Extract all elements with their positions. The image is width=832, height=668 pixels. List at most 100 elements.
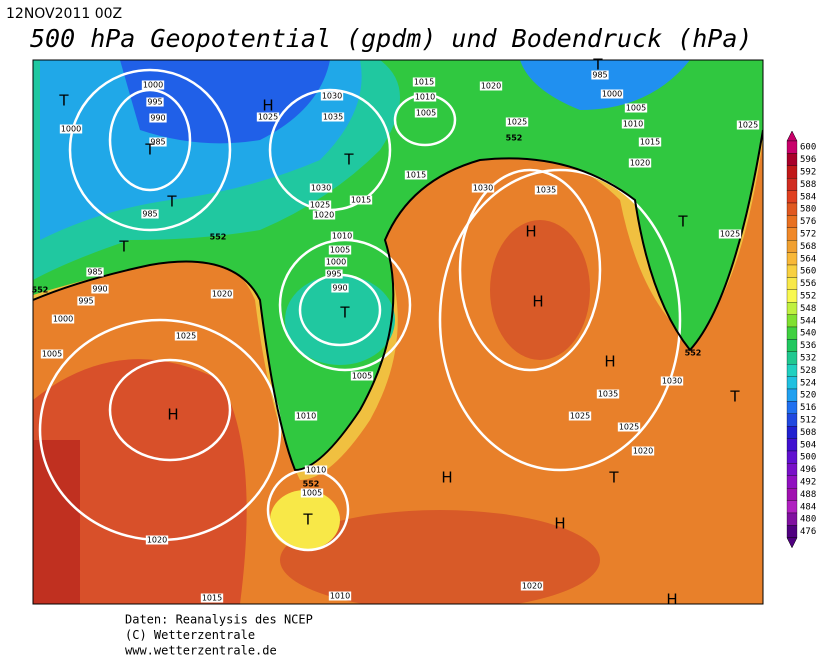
isobar-label: 1010 <box>332 232 352 241</box>
pressure-center: T <box>343 151 354 169</box>
footer-line: Daten: Reanalysis des NCEP <box>125 613 313 627</box>
legend-swatch <box>786 376 798 390</box>
isobar-label: 1025 <box>258 113 278 122</box>
label-bg <box>174 331 198 341</box>
isobar-label: 1035 <box>536 186 556 195</box>
label-bg <box>331 283 349 293</box>
isobar-label: 1000 <box>61 125 81 134</box>
label-bg <box>59 124 83 134</box>
isobar-label: 1025 <box>738 121 758 130</box>
legend-label: 580 <box>800 205 816 215</box>
isobar-label: 985 <box>142 210 157 219</box>
isobar-label: 1035 <box>323 113 343 122</box>
legend-label: 512 <box>800 416 816 426</box>
isobar-label: 1020 <box>314 211 334 220</box>
legend-label: 588 <box>800 180 816 190</box>
label-bg <box>479 81 503 91</box>
label-bg <box>349 195 373 205</box>
legend-label: 508 <box>800 428 816 438</box>
label-bg <box>412 77 436 87</box>
map-labels: 1000 995 990 985 1000 985 985 990 995 1000 1005 102… <box>32 56 760 609</box>
label-bg <box>631 446 655 456</box>
pressure-center: H <box>441 469 452 487</box>
legend-label: 576 <box>800 217 816 227</box>
label-bg <box>145 535 169 545</box>
pressure-center: H <box>262 97 273 115</box>
legend-swatch <box>786 190 798 204</box>
legend-swatch <box>786 202 798 216</box>
legend-label: 480 <box>800 515 816 525</box>
label-bg <box>308 200 332 210</box>
legend-swatch <box>786 364 798 377</box>
pressure-center: T <box>166 193 177 211</box>
label-bg <box>350 371 374 381</box>
label-bg <box>404 170 428 180</box>
isobar-label: 1020 <box>212 290 232 299</box>
isobar-label: 1005 <box>352 372 372 381</box>
isobar-label: 1020 <box>147 536 167 545</box>
legend-label: 552 <box>800 292 816 302</box>
label-bg <box>256 112 280 122</box>
isobar-label: 1025 <box>570 412 590 421</box>
isobar-label: 1020 <box>630 159 650 168</box>
label-bg <box>600 89 624 99</box>
contour-label: 552 <box>506 134 523 143</box>
legend-label: 548 <box>800 304 816 314</box>
isobar-label: 1015 <box>640 138 660 147</box>
legend-swatch <box>786 413 798 427</box>
legend-label: 572 <box>800 230 816 240</box>
legend-swatch <box>786 277 798 290</box>
legend-cap <box>786 130 798 142</box>
pressure-center: H <box>604 353 615 371</box>
pressure-center: T <box>302 511 313 529</box>
isobar-label: 995 <box>147 98 162 107</box>
label-bg <box>660 376 684 386</box>
legend-swatch <box>786 401 798 414</box>
isobar-label: 1030 <box>662 377 682 386</box>
legend-swatch <box>786 302 798 315</box>
pressure-center: H <box>532 293 543 311</box>
legend-label: 520 <box>800 391 816 401</box>
legend-swatch <box>786 264 798 278</box>
isobar-label: 985 <box>150 138 165 147</box>
isobar-label: 1005 <box>626 104 646 113</box>
map-field <box>33 60 763 604</box>
isobar-label: 1005 <box>416 109 436 118</box>
legend-label: 540 <box>800 329 816 339</box>
legend-swatch <box>786 450 798 464</box>
label-bg <box>621 119 645 129</box>
isobar-label: 990 <box>92 285 107 294</box>
legend-swatch <box>786 252 798 266</box>
legend-swatch <box>786 178 798 191</box>
isobar-label: 1005 <box>330 246 350 255</box>
isobar-label: 1015 <box>414 78 434 87</box>
label-bg <box>149 113 167 123</box>
label-bg <box>77 296 95 306</box>
legend-swatch <box>786 153 798 166</box>
legend-swatch <box>786 326 798 340</box>
legend-swatch <box>786 165 798 179</box>
contour-label: 552 <box>32 286 49 295</box>
label-bg <box>320 91 344 101</box>
legend-swatch <box>786 388 798 402</box>
pressure-center: T <box>592 56 603 74</box>
isobar-label: 1030 <box>473 184 493 193</box>
legend-label: 516 <box>800 403 816 413</box>
pressure-center: H <box>525 223 536 241</box>
legend-label: 504 <box>800 440 816 450</box>
isobar-label: 990 <box>332 284 347 293</box>
label-bg <box>520 581 544 591</box>
legend-swatch <box>786 438 798 452</box>
isobar-label: 1010 <box>415 93 435 102</box>
label-bg <box>591 70 609 80</box>
isobar-label: 1025 <box>619 423 639 432</box>
isobar-label: 1030 <box>311 184 331 193</box>
pressure-center: T <box>608 469 619 487</box>
legend-label: 524 <box>800 378 816 388</box>
label-bg <box>624 103 648 113</box>
label-bg <box>300 488 324 498</box>
legend-swatch <box>786 215 798 228</box>
pressure-center: T <box>144 141 155 159</box>
label-bg <box>312 210 336 220</box>
isobar-label: 1020 <box>481 82 501 91</box>
